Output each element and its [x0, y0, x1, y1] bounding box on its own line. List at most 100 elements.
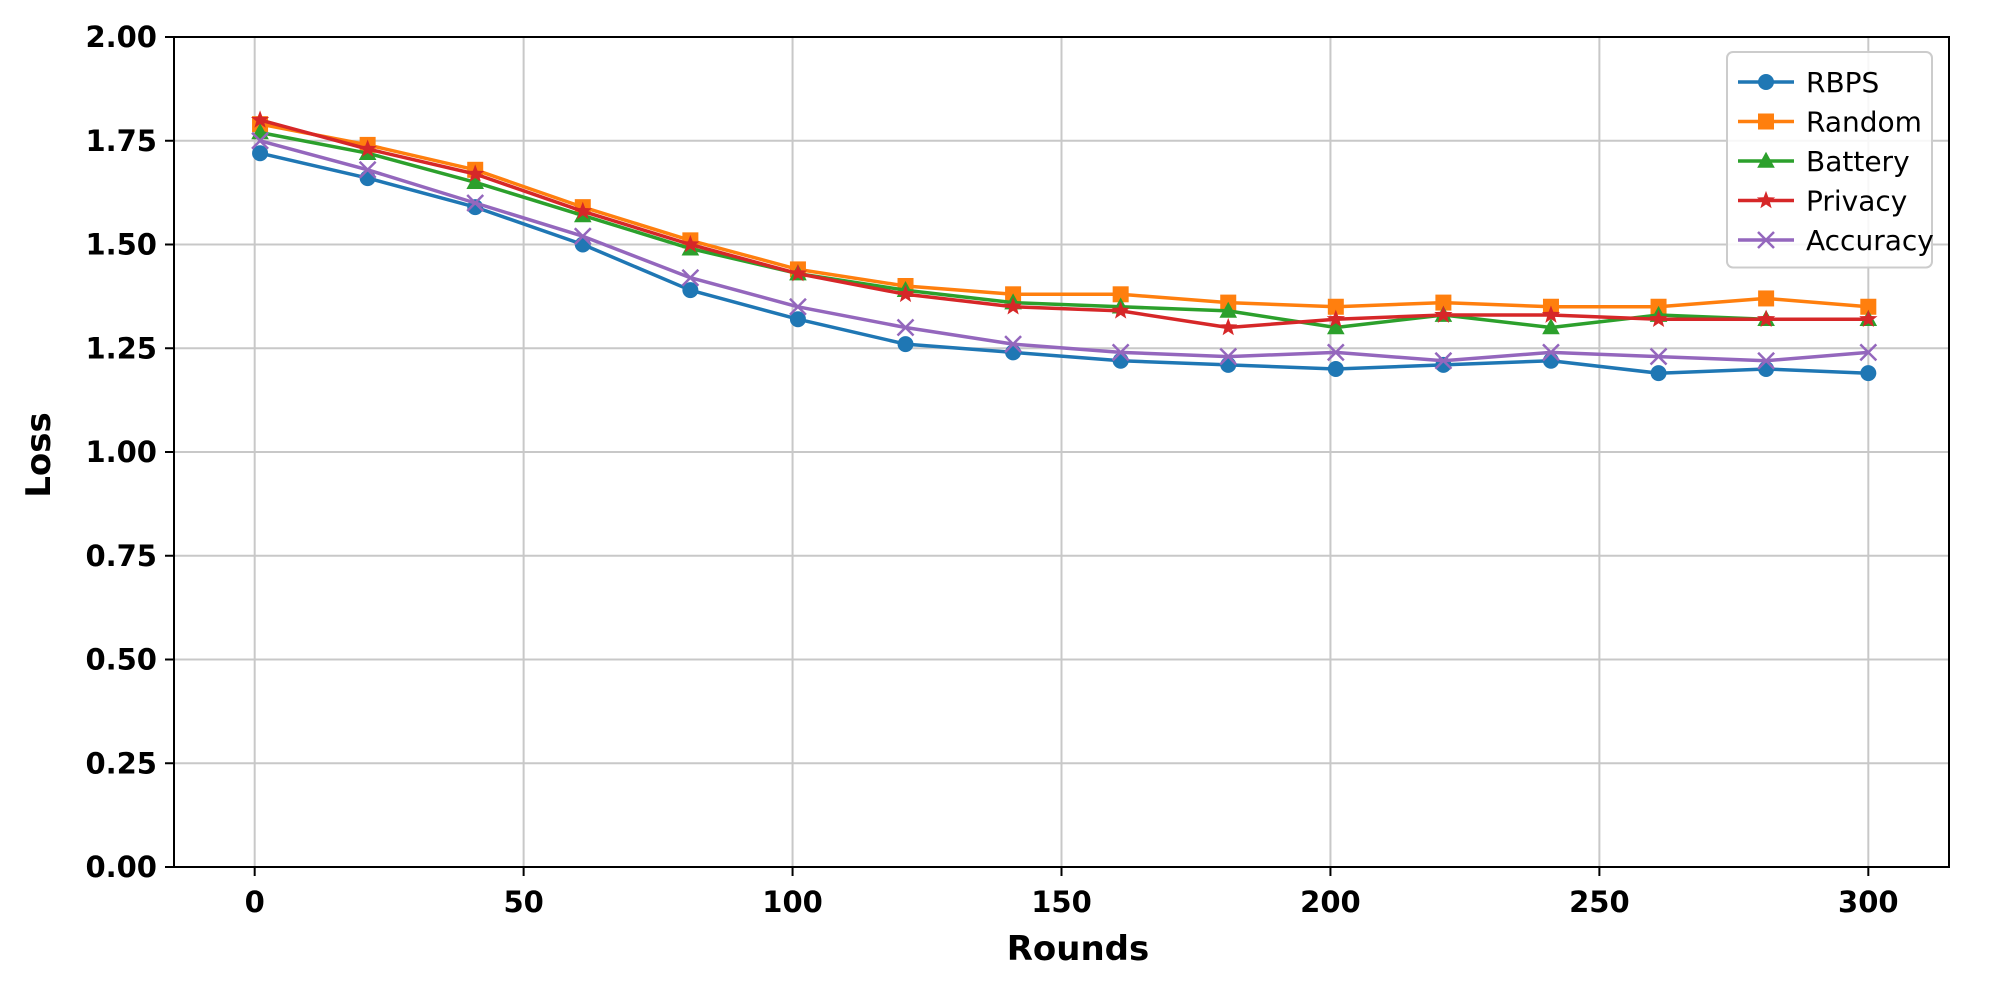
legend-box	[1726, 51, 1933, 269]
data-point-privacy	[1649, 309, 1668, 327]
legend-item-rbps: RBPS	[1738, 66, 1879, 99]
x-axis-ticks: 0 50 100 150 200 250 300	[245, 867, 1899, 919]
legend-label-battery: Battery	[1806, 145, 1910, 178]
x-tick-label: 50	[503, 885, 543, 919]
data-point-battery	[1542, 318, 1560, 335]
data-point-battery	[466, 173, 485, 190]
data-point-accuracy	[573, 227, 592, 246]
legend-item-accuracy: Accuracy	[1738, 224, 1934, 257]
data-point-privacy	[1541, 305, 1561, 323]
data-point-accuracy	[1111, 343, 1130, 362]
data-point-random	[1435, 294, 1452, 311]
legend-marker-battery	[1757, 151, 1775, 168]
data-point-accuracy	[681, 268, 700, 287]
legend-label-random: Random	[1806, 106, 1922, 139]
legend-marker-rbps	[1758, 74, 1774, 90]
legend-marker-random	[1758, 113, 1774, 130]
data-point-rbps	[1758, 361, 1775, 377]
data-point-accuracy	[251, 131, 269, 150]
data-point-rbps	[252, 145, 269, 162]
legend-item-battery: Battery	[1738, 145, 1910, 178]
data-point-rbps	[897, 336, 914, 353]
data-point-rbps	[1542, 352, 1559, 369]
data-point-privacy	[1434, 305, 1453, 323]
data-point-privacy	[466, 164, 485, 182]
x-tick-label: 100	[762, 885, 823, 919]
legend-marker-accuracy	[1757, 231, 1775, 249]
series-line-privacy	[259, 118, 1869, 330]
data-point-battery	[1327, 318, 1345, 335]
y-tick-label: 0.25	[85, 746, 157, 780]
y-tick-label: 1.00	[85, 435, 157, 469]
data-point-battery	[1219, 301, 1238, 318]
data-point-privacy	[788, 263, 808, 282]
data-point-rbps	[789, 311, 806, 328]
series-line-rbps	[259, 151, 1869, 375]
data-point-rbps	[682, 282, 699, 299]
data-point-rbps	[1860, 365, 1877, 382]
y-tick-label: 2.00	[85, 20, 157, 54]
legend-label-accuracy: Accuracy	[1806, 224, 1934, 257]
x-tick-label: 150	[1031, 885, 1092, 919]
data-point-privacy	[1756, 309, 1776, 327]
data-point-privacy	[573, 201, 592, 220]
legend-label-privacy: Privacy	[1806, 185, 1907, 218]
y-tick-label: 0.75	[85, 539, 157, 573]
data-point-accuracy	[1434, 351, 1453, 370]
data-point-accuracy	[358, 160, 377, 179]
x-tick-label: 300	[1838, 885, 1899, 919]
data-point-accuracy	[896, 318, 915, 337]
data-point-accuracy	[1649, 347, 1668, 366]
data-point-privacy	[896, 284, 915, 303]
data-point-accuracy	[1542, 343, 1560, 362]
data-point-rbps	[1327, 361, 1344, 377]
data-point-accuracy	[466, 194, 485, 212]
data-point-accuracy	[1859, 343, 1878, 362]
data-point-accuracy	[1219, 347, 1238, 366]
data-point-privacy	[1326, 309, 1345, 327]
data-point-accuracy	[1004, 335, 1022, 353]
data-point-privacy	[681, 234, 700, 253]
series-line-accuracy	[259, 139, 1869, 363]
legend-item-privacy: Privacy	[1738, 185, 1907, 218]
data-point-privacy	[1003, 297, 1023, 315]
data-point-rbps	[1112, 352, 1129, 369]
data-point-privacy	[250, 110, 270, 128]
data-point-random	[1112, 286, 1129, 303]
data-point-privacy	[1859, 309, 1878, 327]
series-privacy	[250, 110, 1878, 336]
legend-label-rbps: RBPS	[1806, 66, 1879, 99]
legend-item-random: Random	[1738, 106, 1922, 139]
y-tick-label: 1.25	[85, 331, 157, 365]
x-tick-label: 250	[1569, 885, 1630, 919]
data-point-random	[1758, 290, 1775, 307]
data-point-privacy	[1219, 317, 1238, 336]
data-point-rbps	[1650, 365, 1667, 382]
y-tick-label: 0.50	[85, 643, 157, 677]
y-axis-ticks: 0.00 0.25 0.50 0.75 1.00 1.25 1.50 1.75 2.00	[85, 20, 174, 884]
x-axis-title: Rounds	[1007, 929, 1150, 969]
series-line-random	[259, 122, 1869, 309]
y-tick-label: 1.75	[85, 124, 157, 158]
y-axis-title: Loss	[19, 412, 59, 498]
y-tick-label: 1.50	[85, 228, 157, 262]
data-point-rbps	[1005, 344, 1022, 361]
legend-marker-privacy	[1756, 190, 1776, 209]
series-accuracy	[251, 131, 1878, 370]
data-point-rbps	[1220, 356, 1237, 373]
data-point-random	[1327, 298, 1344, 315]
x-tick-label: 0	[245, 885, 265, 919]
data-point-random	[1860, 298, 1877, 315]
data-point-accuracy	[789, 297, 807, 316]
series-layer	[250, 110, 1878, 382]
y-tick-label: 0.00	[85, 850, 157, 884]
data-point-accuracy	[1326, 343, 1345, 362]
series-line-battery	[259, 130, 1869, 330]
x-tick-label: 200	[1300, 885, 1361, 919]
data-point-accuracy	[1757, 351, 1776, 370]
data-point-privacy	[358, 139, 377, 157]
data-point-privacy	[1111, 301, 1130, 319]
legend: RBPS Random Battery Privacy Accuracy	[1726, 51, 1934, 269]
